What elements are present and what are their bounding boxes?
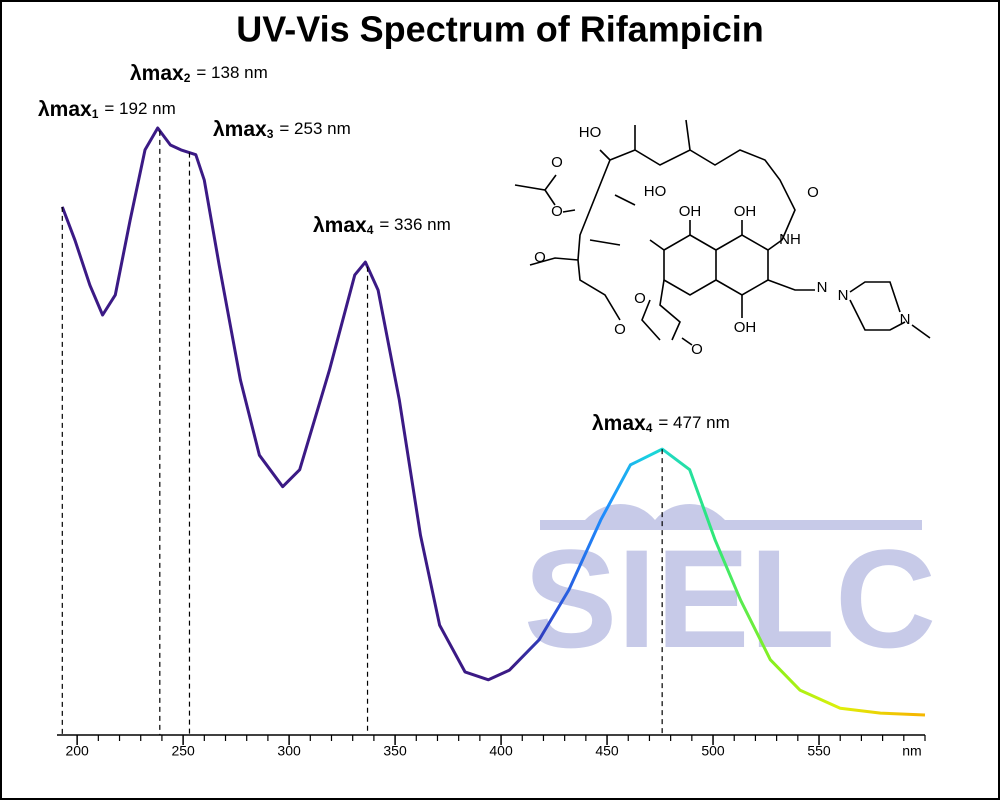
x-axis-label: nm (902, 743, 921, 759)
watermark-band (540, 504, 922, 530)
peak-label-index: 4 (646, 421, 653, 435)
x-tick-label: 550 (807, 743, 831, 759)
peak-label-name: λmax (130, 62, 184, 85)
atom-label: O (807, 184, 819, 201)
peak-label: λmax2 = 138 nm (130, 62, 268, 86)
x-tick-label: 250 (171, 743, 195, 759)
peak-label-text: = 477 nm (658, 413, 729, 432)
atom-label: OH (734, 319, 757, 336)
x-tick-label: 350 (383, 743, 407, 759)
x-tick-label: 500 (701, 743, 725, 759)
atom-label: O (551, 154, 563, 171)
atom-label: N (817, 279, 828, 296)
peak-label-name: λmax (213, 118, 267, 141)
x-tick-label: 300 (277, 743, 301, 759)
x-tick-label: 200 (65, 743, 89, 759)
x-tick-label: 450 (595, 743, 619, 759)
structure (514, 119, 931, 346)
peak-label-text: = 192 nm (104, 99, 175, 118)
atom-label: HO (579, 124, 602, 141)
atom-label: OH (734, 203, 757, 220)
x-tick-label: 400 (489, 743, 513, 759)
atom-labels: HO O O HO OH OH O NH O O O O OH N N N (534, 124, 910, 358)
peak-label-index: 3 (267, 127, 274, 141)
atom-label: O (634, 290, 646, 307)
atom-label: OH (679, 203, 702, 220)
chart-title: UV-Vis Spectrum of Rifampicin (236, 9, 763, 50)
spectrum-line (60, 126, 926, 717)
atom-label: O (534, 249, 546, 266)
atom-label: O (614, 321, 626, 338)
peak-label-name: λmax (592, 412, 646, 435)
peak-label: λmax4 = 477 nm (592, 412, 730, 436)
atom-label: O (691, 341, 703, 358)
atom-label: N (900, 311, 911, 328)
peak-label-name: λmax (38, 98, 92, 121)
peak-label-text: = 336 nm (379, 215, 450, 234)
watermark: SIELC (524, 504, 936, 677)
watermark-text: SIELC (524, 520, 936, 677)
skeleton-bonds (514, 119, 931, 346)
peak-label-index: 2 (184, 71, 191, 85)
peak-label: λmax1 = 192 nm (38, 98, 176, 122)
peak-label-text: = 253 nm (279, 119, 350, 138)
peak-label: λmax4 = 336 nm (313, 214, 451, 238)
peak-label-index: 4 (367, 223, 374, 237)
peak-label-text: = 138 nm (196, 63, 267, 82)
atom-label: O (551, 203, 563, 220)
atom-label: HO (644, 183, 667, 200)
peak-label: λmax3 = 253 nm (213, 118, 351, 142)
peak-label-index: 1 (92, 107, 99, 121)
peak-label-name: λmax (313, 214, 367, 237)
atom-label: N (838, 287, 849, 304)
atom-label: NH (779, 231, 801, 248)
